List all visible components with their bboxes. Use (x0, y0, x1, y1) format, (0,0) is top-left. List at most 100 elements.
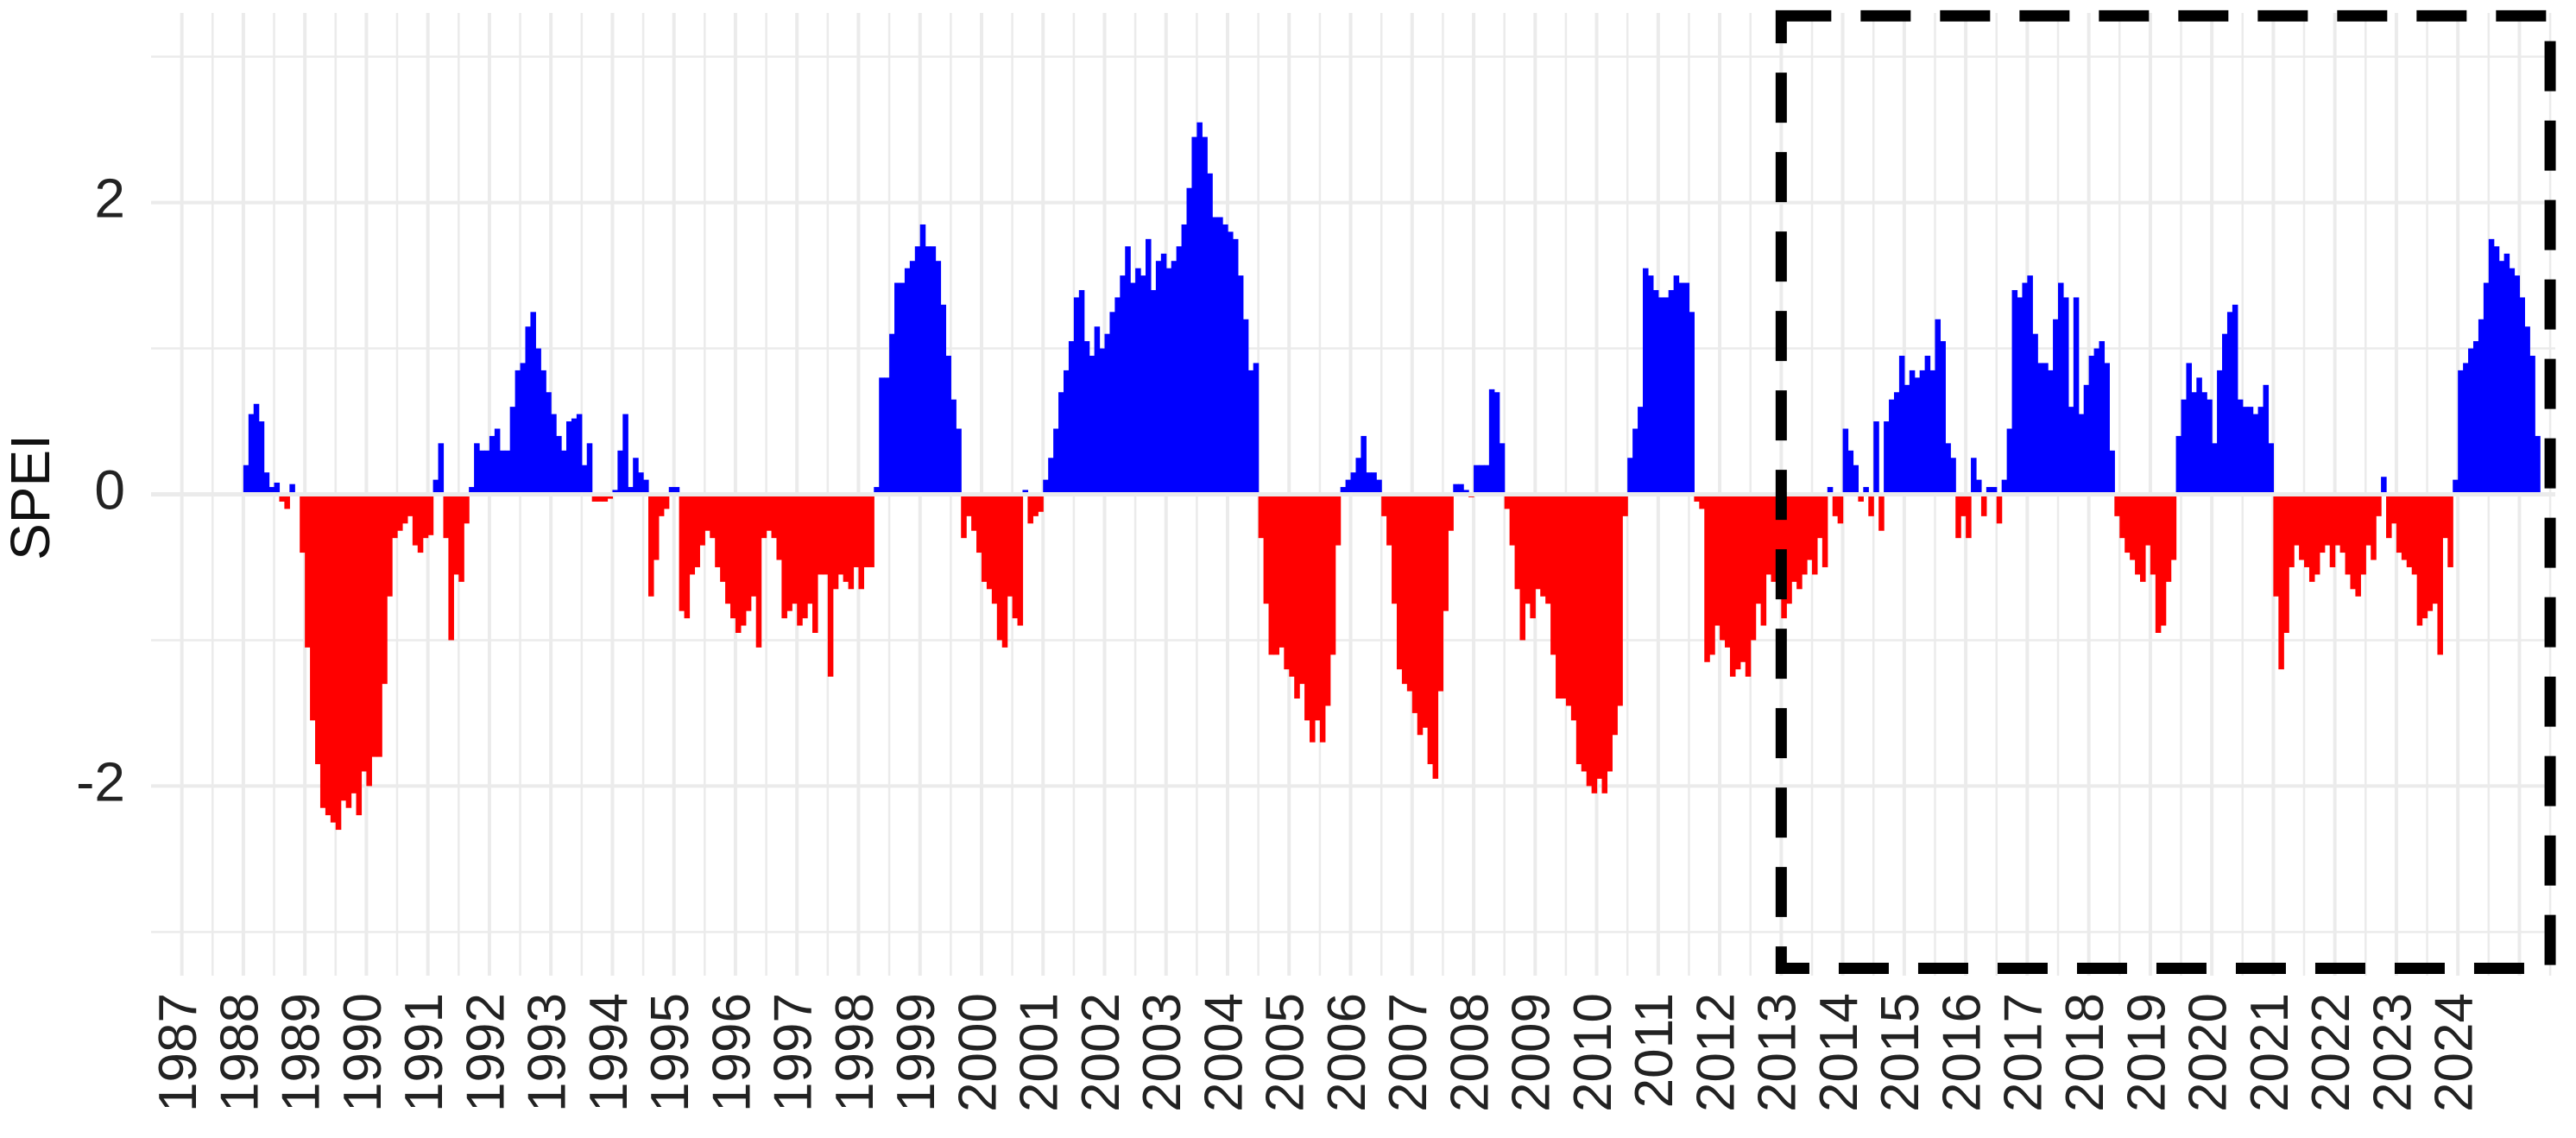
spei-bar (991, 494, 998, 604)
spei-bar (1709, 494, 1715, 655)
spei-bar (412, 494, 419, 546)
spei-bar (335, 494, 342, 831)
spei-bar (2165, 494, 2172, 582)
spei-bar (679, 494, 685, 611)
spei-bar (376, 494, 382, 757)
spei-bar (1294, 494, 1300, 699)
spei-bar (2442, 494, 2448, 539)
spei-bar (1499, 443, 1506, 495)
spei-bar (1279, 494, 1285, 648)
spei-bar (2196, 377, 2202, 495)
spei-bar (453, 494, 459, 575)
spei-bar (597, 494, 603, 502)
spei-bar (853, 494, 860, 567)
spei-bar (827, 494, 834, 677)
spei-bar (792, 494, 798, 604)
x-tick-label: 2011 (1625, 993, 1684, 1108)
spei-bar (2175, 435, 2182, 495)
spei-bar (1971, 458, 1977, 495)
spei-bar (530, 312, 536, 495)
spei-bar (315, 494, 321, 765)
spei-bar (2191, 392, 2197, 495)
spei-bar (2011, 289, 2018, 495)
spei-bar (1725, 494, 1731, 648)
spei-bar (1734, 494, 1741, 670)
x-tick-label: 2020 (2179, 993, 2238, 1112)
spei-bar (1966, 494, 1972, 539)
spei-bar (1078, 289, 1085, 495)
spei-bar (525, 326, 532, 495)
spei-bar (1796, 494, 1803, 590)
spei-bar (1668, 289, 1675, 495)
spei-bar (894, 282, 900, 495)
spei-bar (2068, 407, 2074, 495)
spei-bar (1832, 494, 1839, 516)
spei-bar (658, 494, 665, 516)
spei-bar (961, 494, 967, 539)
x-tick-label: 2009 (1502, 993, 1562, 1112)
x-tick-label: 2007 (1379, 993, 1438, 1112)
spei-bar (1986, 487, 1992, 495)
spei-bar (725, 494, 731, 604)
spei-bar (2048, 370, 2054, 495)
spei-bar (976, 494, 982, 553)
spei-bar (1714, 494, 1720, 626)
spei-bar (1094, 326, 1101, 495)
spei-bar (2294, 494, 2300, 546)
spei-bar (2350, 494, 2357, 590)
spei-bar (464, 494, 470, 524)
spei-bar (1104, 333, 1111, 495)
spei-bar (704, 494, 710, 531)
x-axis-ticks: 1987 1988 1989 1990 1991 1992 1993 1994 1995 1996… (148, 993, 2484, 1112)
x-tick-label: 2000 (948, 993, 1007, 1112)
x-tick-label: 1993 (518, 993, 578, 1112)
spei-bar (2472, 341, 2479, 495)
spei-bar (1570, 494, 1577, 721)
spei-bar (258, 421, 265, 495)
spei-bar (1232, 238, 1239, 495)
spei-bar (2355, 494, 2361, 597)
spei-bar (1191, 136, 1197, 495)
spei-bar (2514, 275, 2521, 495)
spei-bar (1632, 428, 1638, 495)
spei-bar (2334, 494, 2341, 546)
spei-bar (1601, 494, 1608, 793)
spei-bar (1411, 494, 1418, 713)
spei-bar (1657, 297, 1664, 495)
spei-bar (694, 494, 700, 567)
spei-bar (2099, 341, 2106, 495)
spei-bar (909, 261, 916, 495)
spei-bar (483, 450, 490, 495)
spei-bar (817, 494, 824, 575)
spei-bar (720, 494, 726, 582)
spei-bar (509, 407, 516, 495)
x-tick-label: 2001 (1010, 993, 1070, 1112)
spei-bar (2217, 370, 2223, 495)
spei-bar (1386, 494, 1392, 546)
spei-bar (551, 414, 557, 495)
spei-bar (1575, 494, 1582, 765)
spei-bar (1417, 494, 1424, 736)
spei-bar (899, 282, 906, 495)
spei-bar (248, 414, 255, 495)
spei-bar (2057, 282, 2064, 495)
spei-bar (1038, 494, 1044, 512)
spei-bar (1458, 484, 1464, 495)
spei-bar (2062, 297, 2069, 495)
spei-bar (1791, 494, 1797, 582)
spei-bar (1012, 494, 1019, 619)
spei-bar (2247, 407, 2254, 495)
spei-bar (1263, 494, 1270, 604)
spei-bar (1001, 494, 1008, 648)
spei-bar (469, 487, 475, 495)
spei-bar (263, 472, 270, 495)
spei-bar (1617, 494, 1623, 706)
spei-bar (2453, 479, 2459, 495)
spei-bar (715, 494, 721, 567)
spei-bar (325, 494, 331, 816)
spei-bar (515, 370, 521, 495)
spei-bar (843, 494, 849, 582)
spei-bar (1652, 289, 1659, 495)
spei-bar (1146, 238, 1152, 495)
spei-bar (1858, 494, 1864, 502)
